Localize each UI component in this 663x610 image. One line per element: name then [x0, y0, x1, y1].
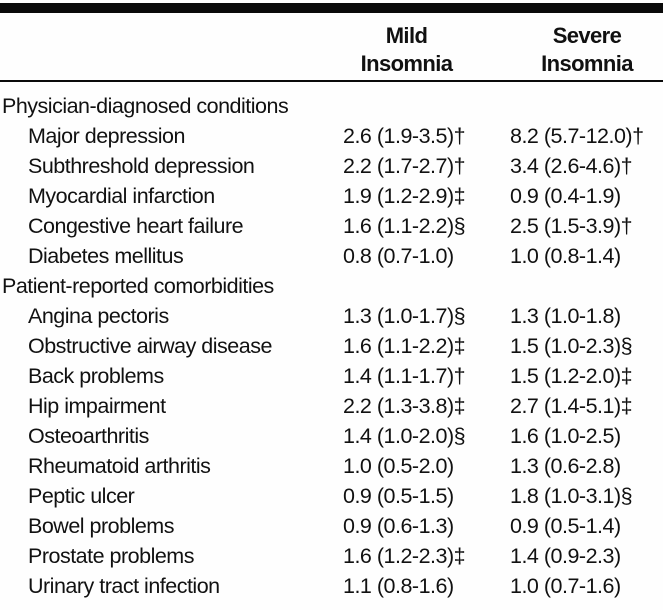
severe-value: 8.2 (5.7-12.0)†	[510, 123, 644, 148]
table-row: Diabetes mellitus 0.8 (0.7-1.0) 1.0 (0.8…	[0, 241, 663, 271]
table-row: Urinary tract infection 1.1 (0.8-1.6) 1.…	[0, 571, 663, 601]
severe-value: 1.5 (1.2-2.0)‡	[510, 363, 633, 388]
table-body: Physician-diagnosed conditions Major dep…	[0, 91, 663, 601]
mild-value: 1.4 (1.1-1.7)†	[343, 363, 466, 388]
table-row: Osteoarthritis 1.4 (1.0-2.0)§ 1.6 (1.0-2…	[0, 421, 663, 451]
severe-value: 1.4 (0.9-2.3)	[510, 543, 621, 568]
column-header-mild-insomnia: Mild Insomnia	[360, 23, 453, 76]
mild-value: 1.9 (1.2-2.9)‡	[343, 183, 466, 208]
mild-value: 0.9 (0.6-1.3)	[343, 513, 454, 538]
severe-value: 2.7 (1.4-5.1)‡	[510, 393, 633, 418]
severe-value: 1.0 (0.8-1.4)	[510, 243, 621, 268]
mild-value: 2.2 (1.7-2.7)†	[343, 153, 466, 178]
condition-label: Angina pectoris	[28, 303, 169, 328]
table-row: Obstructive airway disease 1.6 (1.1-2.2)…	[0, 331, 663, 361]
table-row: Rheumatoid arthritis 1.0 (0.5-2.0) 1.3 (…	[0, 451, 663, 481]
mild-value: 1.6 (1.2-2.3)‡	[343, 543, 466, 568]
table-row: Back problems 1.4 (1.1-1.7)† 1.5 (1.2-2.…	[0, 361, 663, 391]
condition-label: Osteoarthritis	[28, 423, 149, 448]
severe-value: 2.5 (1.5-3.9)†	[510, 213, 633, 238]
section-label: Patient-reported comorbidities	[2, 273, 274, 298]
section-header-row: Physician-diagnosed conditions	[0, 91, 663, 121]
table-row: Peptic ulcer 0.9 (0.5-1.5) 1.8 (1.0-3.1)…	[0, 481, 663, 511]
condition-label: Diabetes mellitus	[28, 243, 184, 268]
condition-label: Back problems	[28, 363, 164, 388]
severe-value: 1.5 (1.0-2.3)§	[510, 333, 633, 358]
severe-value: 1.6 (1.0-2.5)	[510, 423, 621, 448]
condition-label: Obstructive airway disease	[28, 333, 272, 358]
table-row: Myocardial infarction 1.9 (1.2-2.9)‡ 0.9…	[0, 181, 663, 211]
table-row: Major depression 2.6 (1.9-3.5)† 8.2 (5.7…	[0, 121, 663, 151]
mild-value: 1.6 (1.1-2.2)§	[343, 213, 466, 238]
condition-label: Major depression	[28, 123, 185, 148]
mild-value: 1.4 (1.0-2.0)§	[343, 423, 466, 448]
table-row: Bowel problems 0.9 (0.6-1.3) 0.9 (0.5-1.…	[0, 511, 663, 541]
section-header-row: Patient-reported comorbidities	[0, 271, 663, 301]
table-row: Angina pectoris 1.3 (1.0-1.7)§ 1.3 (1.0-…	[0, 301, 663, 331]
condition-label: Myocardial infarction	[28, 183, 215, 208]
table-row: Prostate problems 1.6 (1.2-2.3)‡ 1.4 (0.…	[0, 541, 663, 571]
mild-value: 1.6 (1.1-2.2)‡	[343, 333, 466, 358]
severe-value: 0.9 (0.5-1.4)	[510, 513, 621, 538]
table-row: Hip impairment 2.2 (1.3-3.8)‡ 2.7 (1.4-5…	[0, 391, 663, 421]
table-top-rule	[0, 3, 663, 13]
severe-value: 0.9 (0.4-1.9)	[510, 183, 621, 208]
severe-value: 1.0 (0.7-1.6)	[510, 573, 621, 598]
severe-value: 3.4 (2.6-4.6)†	[510, 153, 633, 178]
severe-value: 1.8 (1.0-3.1)§	[510, 483, 633, 508]
table-header-row: Mild Insomnia Severe Insomnia	[0, 22, 663, 78]
mild-value: 2.2 (1.3-3.8)‡	[343, 393, 466, 418]
condition-label: Prostate problems	[28, 543, 194, 568]
mild-value: 0.9 (0.5-1.5)	[343, 483, 454, 508]
condition-label: Peptic ulcer	[28, 483, 135, 508]
section-label: Physician-diagnosed conditions	[2, 93, 289, 118]
condition-column-header	[0, 22, 338, 78]
table-row: Congestive heart failure 1.6 (1.1-2.2)§ …	[0, 211, 663, 241]
condition-label: Urinary tract infection	[28, 573, 220, 598]
table-row: Subthreshold depression 2.2 (1.7-2.7)† 3…	[0, 151, 663, 181]
mild-value: 2.6 (1.9-3.5)†	[343, 123, 466, 148]
mild-value: 1.3 (1.0-1.7)§	[343, 303, 466, 328]
condition-label: Hip impairment	[28, 393, 166, 418]
severe-value: 1.3 (0.6-2.8)	[510, 453, 621, 478]
mild-value: 1.0 (0.5-2.0)	[343, 453, 454, 478]
condition-label: Subthreshold depression	[28, 153, 255, 178]
severe-value: 1.3 (1.0-1.8)	[510, 303, 621, 328]
condition-label: Rheumatoid arthritis	[28, 453, 211, 478]
mild-value: 0.8 (0.7-1.0)	[343, 243, 454, 268]
condition-label: Bowel problems	[28, 513, 174, 538]
header-divider-rule	[0, 80, 663, 82]
condition-label: Congestive heart failure	[28, 213, 244, 238]
mild-value: 1.1 (0.8-1.6)	[343, 573, 454, 598]
column-header-severe-insomnia: Severe Insomnia	[541, 23, 633, 76]
